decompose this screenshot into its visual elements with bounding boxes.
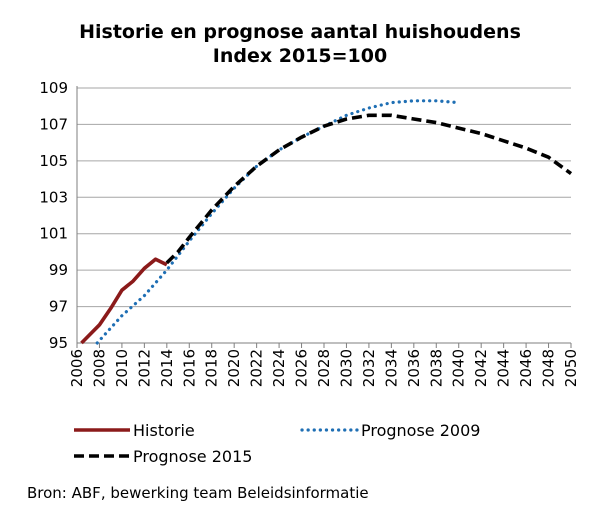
series-line-historie (80, 257, 168, 345)
chart-title: Historie en prognose aantal huishoudens (79, 21, 521, 43)
series-line-prognose-2015 (165, 113, 573, 265)
x-tick-label: 2036 (405, 349, 423, 387)
x-tick-label: 2022 (248, 349, 266, 387)
x-tick-label: 2020 (225, 349, 243, 387)
y-tick-label: 97 (49, 298, 68, 316)
x-tick-label: 2038 (427, 349, 445, 387)
x-tick-label: 2032 (360, 349, 378, 387)
x-tick-label: 2046 (517, 349, 535, 387)
x-tick-label: 2044 (495, 349, 513, 387)
x-tick-label: 2028 (315, 349, 333, 387)
y-tick-label: 109 (39, 79, 68, 97)
chart-subtitle: Index 2015=100 (212, 45, 388, 67)
x-tick-label: 2010 (113, 349, 131, 387)
legend-label: Prognose 2009 (361, 421, 480, 440)
x-tick-label: 2030 (337, 349, 355, 387)
y-tick-label: 99 (49, 261, 68, 279)
x-tick-label: 2018 (203, 349, 221, 387)
source-note: Bron: ABF, bewerking team Beleidsinforma… (27, 484, 369, 502)
x-tick-label: 2016 (180, 349, 198, 387)
x-tick-label: 2024 (270, 349, 288, 387)
x-tick-label: 2042 (472, 349, 490, 387)
y-tick-label: 101 (39, 225, 68, 243)
x-tick-label: 2034 (382, 349, 400, 387)
x-tick-label: 2048 (540, 349, 558, 387)
x-tick-label: 2040 (450, 349, 468, 387)
line-chart: 95 97 99 101 103 105 107 109 2006 2008 2010 2012 201… (39, 79, 580, 466)
x-tick-label: 2006 (68, 349, 86, 387)
x-tick-label: 2008 (90, 349, 108, 387)
y-tick-label: 103 (39, 188, 68, 206)
legend-label: Historie (133, 421, 195, 440)
x-tick-label: 2026 (293, 349, 311, 387)
series-line-prognose-2009 (95, 99, 461, 345)
y-tick-label: 95 (49, 334, 68, 352)
x-tick-label: 2012 (135, 349, 153, 387)
y-tick-label: 105 (39, 152, 68, 170)
x-tick-label: 2014 (158, 349, 176, 387)
x-tick-label: 2050 (562, 349, 580, 387)
legend-label: Prognose 2015 (133, 447, 252, 466)
y-tick-label: 107 (39, 115, 68, 133)
